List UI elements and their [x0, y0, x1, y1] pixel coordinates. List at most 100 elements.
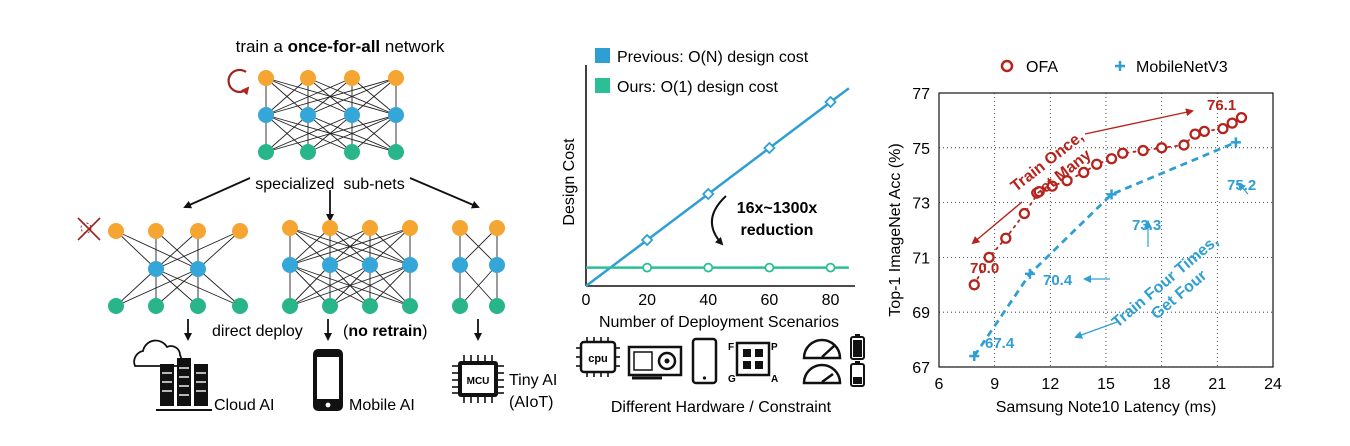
gpu-card-icon — [627, 345, 683, 380]
network-edge — [459, 264, 498, 307]
network-edge — [265, 114, 397, 153]
mobilenetv3-point-marker — [1230, 137, 1241, 148]
full-network — [258, 70, 404, 160]
point-value-label: 73.3 — [1132, 217, 1161, 234]
network-node — [388, 70, 404, 86]
network-edge — [329, 264, 411, 307]
ofa-point-marker — [1117, 147, 1129, 159]
network-node — [344, 144, 360, 160]
network-node — [190, 261, 206, 277]
ofa-point-marker — [1033, 185, 1045, 198]
gauge-icons — [802, 338, 842, 385]
arrow-to-tiny-subnet — [409, 177, 480, 209]
legend-ofa-label: OFA — [1026, 59, 1058, 76]
mobilenetv3-point-marker — [1024, 268, 1035, 279]
battery-icons — [850, 334, 865, 387]
mobilenetv3-point-marker — [1106, 189, 1117, 200]
fpga-letter-g: G — [728, 374, 736, 385]
fpga-letter-a: A — [771, 374, 778, 385]
network-edge — [289, 227, 411, 266]
x-tick-label: 20 — [638, 292, 656, 309]
cpu-icon: cpu — [576, 337, 620, 377]
phone-hardware-icon — [691, 337, 718, 385]
train-four-arrow-752 — [1237, 182, 1249, 195]
network-node — [232, 298, 248, 314]
network-edge — [329, 227, 411, 266]
mcu-chip-text: MCU — [467, 376, 490, 387]
network-node — [232, 223, 248, 239]
network-edge — [369, 227, 411, 266]
network-node — [489, 298, 505, 314]
legend-mbv3-marker — [1115, 61, 1125, 71]
point-value-label: 67.4 — [985, 335, 1015, 352]
x-tick-label: 6 — [935, 376, 944, 393]
network-node — [282, 298, 298, 314]
network-edge — [197, 230, 241, 270]
network-edge — [265, 114, 353, 153]
x-tick-label: 18 — [1153, 376, 1171, 393]
previous-point-marker — [824, 95, 837, 109]
y-tick-label: 67 — [912, 360, 930, 377]
ofa-point-marker — [1217, 122, 1229, 135]
ofa-point-marker — [1198, 125, 1210, 138]
design-cost-chart: Previous: O(N) design cost Ours: O(1) de… — [561, 48, 865, 416]
x-tick-label: 24 — [1264, 376, 1282, 393]
network-node — [258, 107, 274, 123]
network-node — [282, 257, 298, 273]
x-tick-label: 21 — [1208, 376, 1226, 393]
legend-label-previous: Previous: O(N) design cost — [617, 49, 809, 66]
x-tick-label: 0 — [582, 292, 591, 309]
network-node — [452, 298, 468, 314]
network-node — [402, 257, 418, 273]
ofa-point-marker — [968, 279, 980, 291]
y-tick-label: 69 — [912, 305, 930, 322]
x-tick-labels: 6 9 12 15 18 21 24 — [935, 376, 1282, 393]
network-node — [322, 220, 338, 236]
ours-point-marker — [764, 262, 775, 273]
ofa-point-marker — [983, 251, 995, 264]
network-node — [362, 257, 378, 273]
legend-label-ours: Ours: O(1) design cost — [617, 79, 779, 96]
ofa-point-marker — [1078, 166, 1090, 179]
previous-point-marker — [702, 187, 715, 201]
series-line-previous — [585, 87, 850, 287]
fpga-letter-f: F — [728, 342, 734, 353]
ofa-point-marker — [1189, 128, 1201, 140]
ofa-point-marker — [1226, 117, 1238, 129]
ofa-point-marker — [1061, 175, 1073, 187]
x-tick-label: 80 — [822, 292, 840, 309]
network-edge — [155, 268, 199, 307]
x-tick-label: 40 — [699, 292, 717, 309]
network-edge — [197, 268, 241, 307]
ofa-point-marker — [1156, 142, 1168, 154]
tiny-ai-label: Tiny AI — [509, 372, 557, 389]
discarded-node-cross — [77, 217, 101, 241]
ofa-point-marker — [1105, 153, 1118, 165]
network-edge — [459, 227, 498, 266]
point-value-labels: 70.0 76.1 67.4 70.4 73.3 75.2 — [970, 97, 1256, 352]
x-tick-label: 15 — [1097, 376, 1115, 393]
fpga-letter-p: P — [771, 342, 778, 353]
network-node — [402, 298, 418, 314]
x-tick-label: 9 — [990, 376, 999, 393]
network-node — [452, 220, 468, 236]
y-tick-label: 77 — [912, 86, 930, 103]
phone-icon — [313, 349, 343, 411]
network-edge — [265, 114, 309, 153]
hardware-caption: Different Hardware / Constraint — [611, 399, 832, 416]
y-tick-label: 73 — [912, 196, 930, 213]
network-edge — [289, 264, 371, 307]
y-tick-label: 71 — [912, 250, 930, 267]
accuracy-series — [968, 112, 1248, 362]
ofa-point-marker — [1018, 207, 1031, 220]
network-node — [148, 223, 164, 239]
mobile-ai-label: Mobile AI — [349, 397, 415, 414]
network-node — [258, 70, 274, 86]
arrow-to-cloud-subnet — [183, 177, 251, 209]
right-x-axis-label: Samsung Note10 Latency (ms) — [996, 399, 1217, 416]
network-node — [108, 223, 124, 239]
network-node — [300, 107, 316, 123]
legend-swatch-previous — [595, 48, 610, 63]
